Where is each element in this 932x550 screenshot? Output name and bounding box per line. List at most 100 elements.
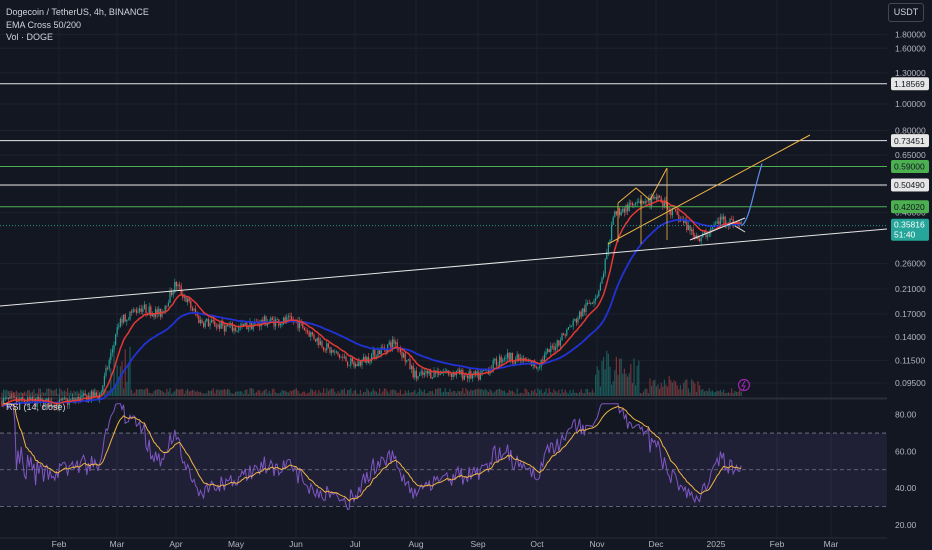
volume-bar [174, 391, 176, 396]
volume-bar [547, 393, 549, 396]
volume-bar [441, 392, 443, 396]
candle-body [511, 352, 513, 363]
candle-body [190, 300, 192, 308]
candle-body [683, 219, 685, 223]
time-tick-label: Jul [350, 539, 361, 549]
candle-body [721, 216, 723, 220]
volume-bar [435, 388, 437, 396]
symbol-title[interactable]: Dogecoin / TetherUS, 4h, BINANCE [6, 7, 149, 17]
volume-bar [284, 390, 286, 396]
volume-bar [470, 389, 472, 396]
flash-icon[interactable] [737, 378, 751, 392]
volume-bar [676, 385, 678, 396]
candle-body [670, 210, 672, 216]
candle-body [111, 349, 113, 353]
volume-bar [255, 392, 257, 396]
time-axis[interactable]: Feb Mar Apr May Jun Jul Aug Sep Oct Nov Dec 2025 Feb… [0, 539, 887, 550]
volume-bar [545, 388, 547, 396]
volume-bar [721, 392, 723, 396]
volume-bar [647, 393, 649, 396]
volume-bar [159, 390, 161, 396]
candle-body [431, 377, 433, 379]
volume-bar [569, 390, 571, 396]
candle-body [11, 396, 13, 398]
volume-bar [227, 388, 229, 396]
volume-bar [601, 360, 603, 396]
candle-body [356, 364, 358, 367]
candle-body [174, 282, 176, 293]
candle-body [457, 369, 459, 371]
candle-body [446, 370, 448, 372]
volume-bar [609, 366, 611, 396]
volume-bar [505, 392, 507, 396]
candle-body [377, 350, 379, 357]
candle-body [73, 397, 75, 401]
volume-bar [580, 389, 582, 396]
volume-bar [627, 376, 629, 396]
candle-body [263, 316, 265, 324]
volume-bar [695, 391, 697, 396]
candle-body [167, 302, 169, 306]
candle-body [132, 309, 134, 313]
candle-body [700, 237, 702, 242]
time-tick-label: Feb [52, 539, 67, 549]
volume-indicator-label[interactable]: Vol · DOGE [6, 32, 54, 42]
candle-body [699, 239, 701, 242]
volume-bar [73, 390, 75, 396]
candle-body [343, 356, 345, 358]
volume-bar [268, 390, 270, 396]
candle-body [108, 360, 110, 369]
volume-bar [516, 388, 518, 396]
volume-bar [143, 389, 145, 396]
candle-body [211, 319, 213, 323]
volume-bar [55, 388, 57, 396]
volume-bar [635, 385, 637, 396]
candle-body [439, 373, 441, 375]
trend-lines[interactable] [0, 134, 888, 307]
candle-body [526, 360, 528, 362]
volume-bar [566, 392, 568, 396]
candle-body [515, 359, 517, 364]
ema-indicator-label[interactable]: EMA Cross 50/200 [6, 19, 82, 30]
volume-bar [47, 388, 49, 396]
candle-body [574, 319, 576, 321]
volume-bar [279, 392, 281, 396]
candle-body [361, 360, 363, 366]
volume-bar [606, 350, 608, 396]
horizontal-levels[interactable] [0, 83, 887, 208]
candle-body [203, 323, 205, 327]
volume-bar [380, 393, 382, 396]
level-tag [891, 178, 929, 192]
candle-body [54, 405, 56, 409]
candle-body [179, 284, 181, 286]
volume-bar [651, 386, 653, 396]
volume-bar [556, 392, 558, 396]
volume-bar [246, 389, 248, 396]
volume-bar [439, 388, 441, 396]
volume-bar [697, 381, 699, 396]
volume-bar [179, 389, 181, 396]
rsi-indicator-label[interactable]: RSI (14, close) [6, 402, 66, 412]
volume-bar [462, 388, 464, 396]
currency-button[interactable]: USDT [888, 3, 924, 22]
volume-bar [46, 388, 48, 396]
candle-body [406, 359, 408, 362]
volume-bar [508, 389, 510, 396]
time-axis-bg [0, 539, 887, 550]
volume-bar [649, 378, 651, 396]
volume-bar [571, 393, 573, 396]
volume-bar [734, 391, 736, 396]
volume-bar [308, 392, 310, 396]
pattern-verticals [617, 168, 668, 244]
candle-body [315, 339, 317, 342]
candle-body [641, 201, 643, 203]
volume-bar [187, 388, 189, 396]
volume-bar [44, 392, 46, 396]
volume-bar [599, 386, 601, 396]
volume-bar [52, 390, 54, 396]
volume-bar [497, 389, 499, 396]
candle-body [385, 349, 387, 352]
volume-bar [251, 388, 253, 396]
